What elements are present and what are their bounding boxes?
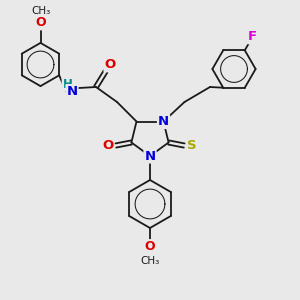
Text: H: H — [63, 77, 72, 91]
Text: O: O — [102, 139, 113, 152]
Text: O: O — [35, 16, 46, 29]
Text: F: F — [248, 30, 257, 43]
Text: N: N — [158, 115, 169, 128]
Text: N: N — [144, 149, 156, 163]
Text: S: S — [188, 139, 197, 152]
Text: O: O — [104, 58, 116, 71]
Text: CH₃: CH₃ — [31, 6, 50, 16]
Text: O: O — [145, 240, 155, 253]
Text: N: N — [66, 85, 78, 98]
Text: CH₃: CH₃ — [140, 256, 160, 266]
